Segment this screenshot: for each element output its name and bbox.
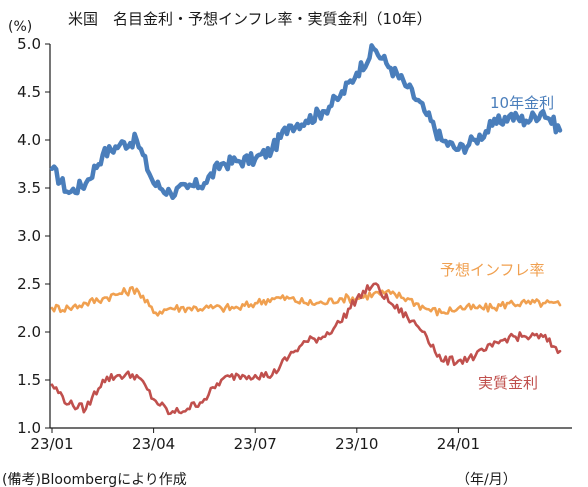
- series-label-0: 10年金利: [490, 94, 554, 112]
- series-label-2: 実質金利: [478, 374, 538, 392]
- y-tick-label: 1.0: [17, 419, 41, 437]
- series-lines: [49, 43, 563, 416]
- y-axis-unit: (%): [8, 19, 32, 35]
- series-line-1: [50, 286, 562, 317]
- x-tick-label: 23/01: [30, 435, 73, 453]
- y-axis-ticks: 1.0 1.5 2.0 2.5 3.0 3.5 4.0 4.5 5.0: [17, 35, 50, 437]
- y-tick-label: 2.0: [17, 323, 41, 341]
- chart-title: 米国 名目金利・予想インフレ率・実質金利（10年）: [68, 10, 432, 28]
- y-tick-label: 4.5: [17, 83, 41, 101]
- y-tick-label: 5.0: [17, 35, 41, 53]
- series-label-1: 予想インフレ率: [440, 261, 545, 279]
- y-tick-label: 3.0: [17, 227, 41, 245]
- source-note: (備考)Bloombergにより作成: [2, 472, 187, 487]
- x-tick-label: 23/04: [132, 435, 175, 453]
- x-axis-unit: （年/月）: [456, 472, 517, 487]
- y-tick-label: 2.5: [17, 275, 41, 293]
- y-tick-label: 4.0: [17, 131, 41, 149]
- x-tick-label: 23/10: [335, 435, 378, 453]
- x-tick-label: 23/07: [234, 435, 277, 453]
- series-line-0: [49, 43, 563, 201]
- x-tick-label: 24/01: [437, 435, 480, 453]
- y-tick-label: 3.5: [17, 179, 41, 197]
- series-line-2: [50, 282, 562, 416]
- y-tick-label: 1.5: [17, 371, 41, 389]
- x-axis-ticks: 23/01 23/04 23/07 23/10 24/01: [30, 428, 480, 453]
